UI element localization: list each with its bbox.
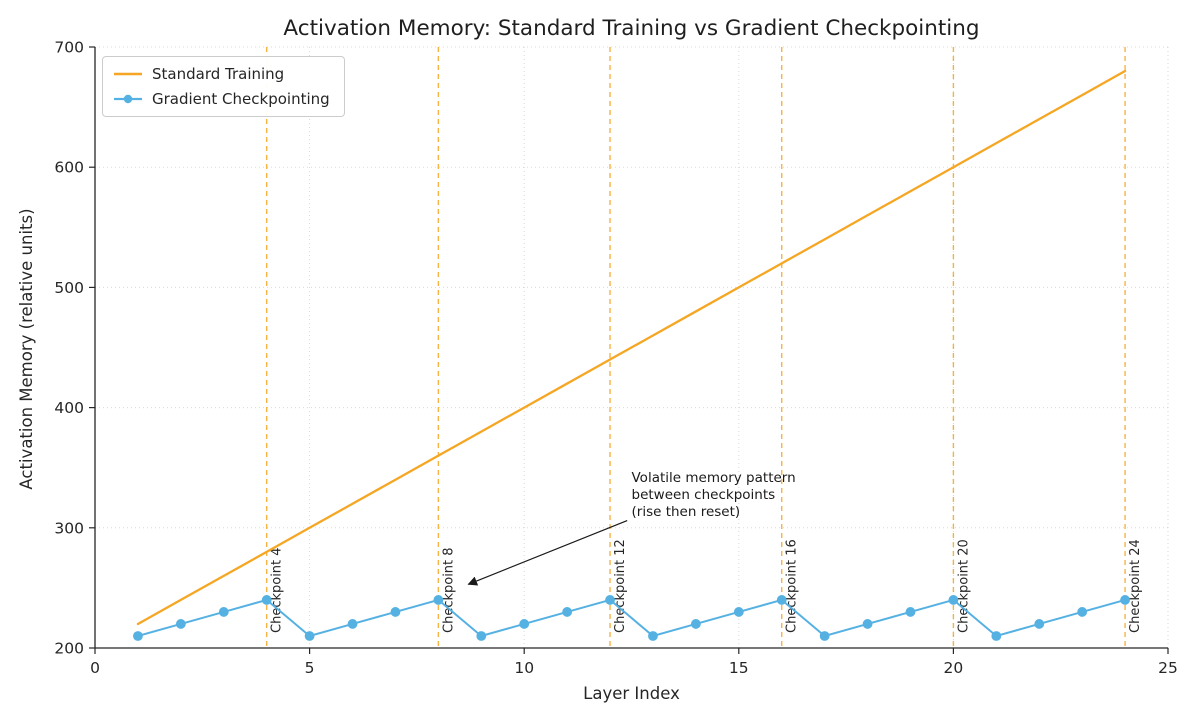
legend-label-checkpointing: Gradient Checkpointing: [152, 90, 330, 108]
annotation-arrow: [467, 520, 628, 586]
data-point-marker: [433, 595, 444, 605]
checkpoint-label: Checkpoint 16: [785, 539, 800, 633]
data-point-marker: [605, 595, 615, 605]
x-tick-label: 0: [90, 659, 100, 677]
data-point-marker: [690, 619, 701, 629]
y-tick-label: 400: [54, 399, 84, 417]
data-point-marker: [1120, 595, 1130, 605]
legend-item-checkpointing: Gradient Checkpointing: [113, 90, 330, 108]
checkpoint-label: Checkpoint 8: [441, 547, 456, 633]
y-tick-label: 500: [54, 279, 84, 297]
checkpoint-label: Checkpoint 4: [270, 547, 285, 633]
data-point-marker: [948, 595, 959, 605]
checkpoint-label: Checkpoint 20: [956, 539, 971, 633]
data-point-marker: [1077, 607, 1088, 617]
y-tick-label: 200: [54, 640, 84, 658]
data-point-marker: [304, 631, 315, 641]
y-tick-label: 600: [54, 159, 84, 177]
data-point-marker: [733, 607, 744, 617]
data-point-marker: [476, 631, 487, 641]
data-point-marker: [175, 619, 186, 629]
data-point-marker: [776, 595, 787, 605]
annotation-text: Volatile memory pattern between checkpoin…: [632, 470, 796, 520]
data-point-marker: [819, 631, 830, 641]
y-tick-label: 700: [54, 39, 84, 57]
legend-item-standard: Standard Training: [113, 65, 330, 83]
data-point-marker: [218, 607, 229, 617]
legend-label-standard: Standard Training: [152, 65, 285, 83]
data-point-marker: [991, 631, 1002, 641]
y-axis-label: Activation Memory (relative units): [17, 208, 36, 490]
x-axis-label: Layer Index: [583, 684, 680, 703]
data-point-marker: [347, 619, 358, 629]
data-point-marker: [261, 595, 272, 605]
chart-title: Activation Memory: Standard Training vs …: [283, 16, 980, 41]
annotation-line: (rise then reset): [632, 504, 741, 520]
x-tick-label: 20: [944, 659, 964, 677]
data-point-marker: [519, 619, 530, 629]
x-tick-label: 5: [305, 659, 315, 677]
data-point-marker: [390, 607, 401, 617]
annotation-line: Volatile memory pattern: [632, 470, 796, 486]
data-point-marker: [862, 619, 873, 629]
checkpoint-label: Checkpoint 24: [1128, 539, 1143, 633]
y-tick-label: 300: [54, 519, 84, 537]
legend: Standard Training Gradient Checkpointing: [102, 56, 345, 117]
standard-line-icon: [114, 72, 142, 76]
x-tick-label: 25: [1158, 659, 1178, 677]
data-point-marker: [648, 631, 658, 641]
data-point-marker: [1034, 619, 1045, 629]
data-point-marker: [133, 631, 143, 641]
annotation-line: between checkpoints: [632, 487, 776, 503]
checkpoint-label: Checkpoint 12: [613, 539, 628, 633]
data-point-marker: [905, 607, 916, 617]
data-point-marker: [562, 607, 573, 617]
checkpointing-line-icon: [114, 94, 142, 104]
series-standard-line: [136, 69, 1127, 626]
series-checkpointing-line: [136, 598, 1127, 637]
x-tick-label: 10: [514, 659, 534, 677]
x-tick-label: 15: [729, 659, 749, 677]
